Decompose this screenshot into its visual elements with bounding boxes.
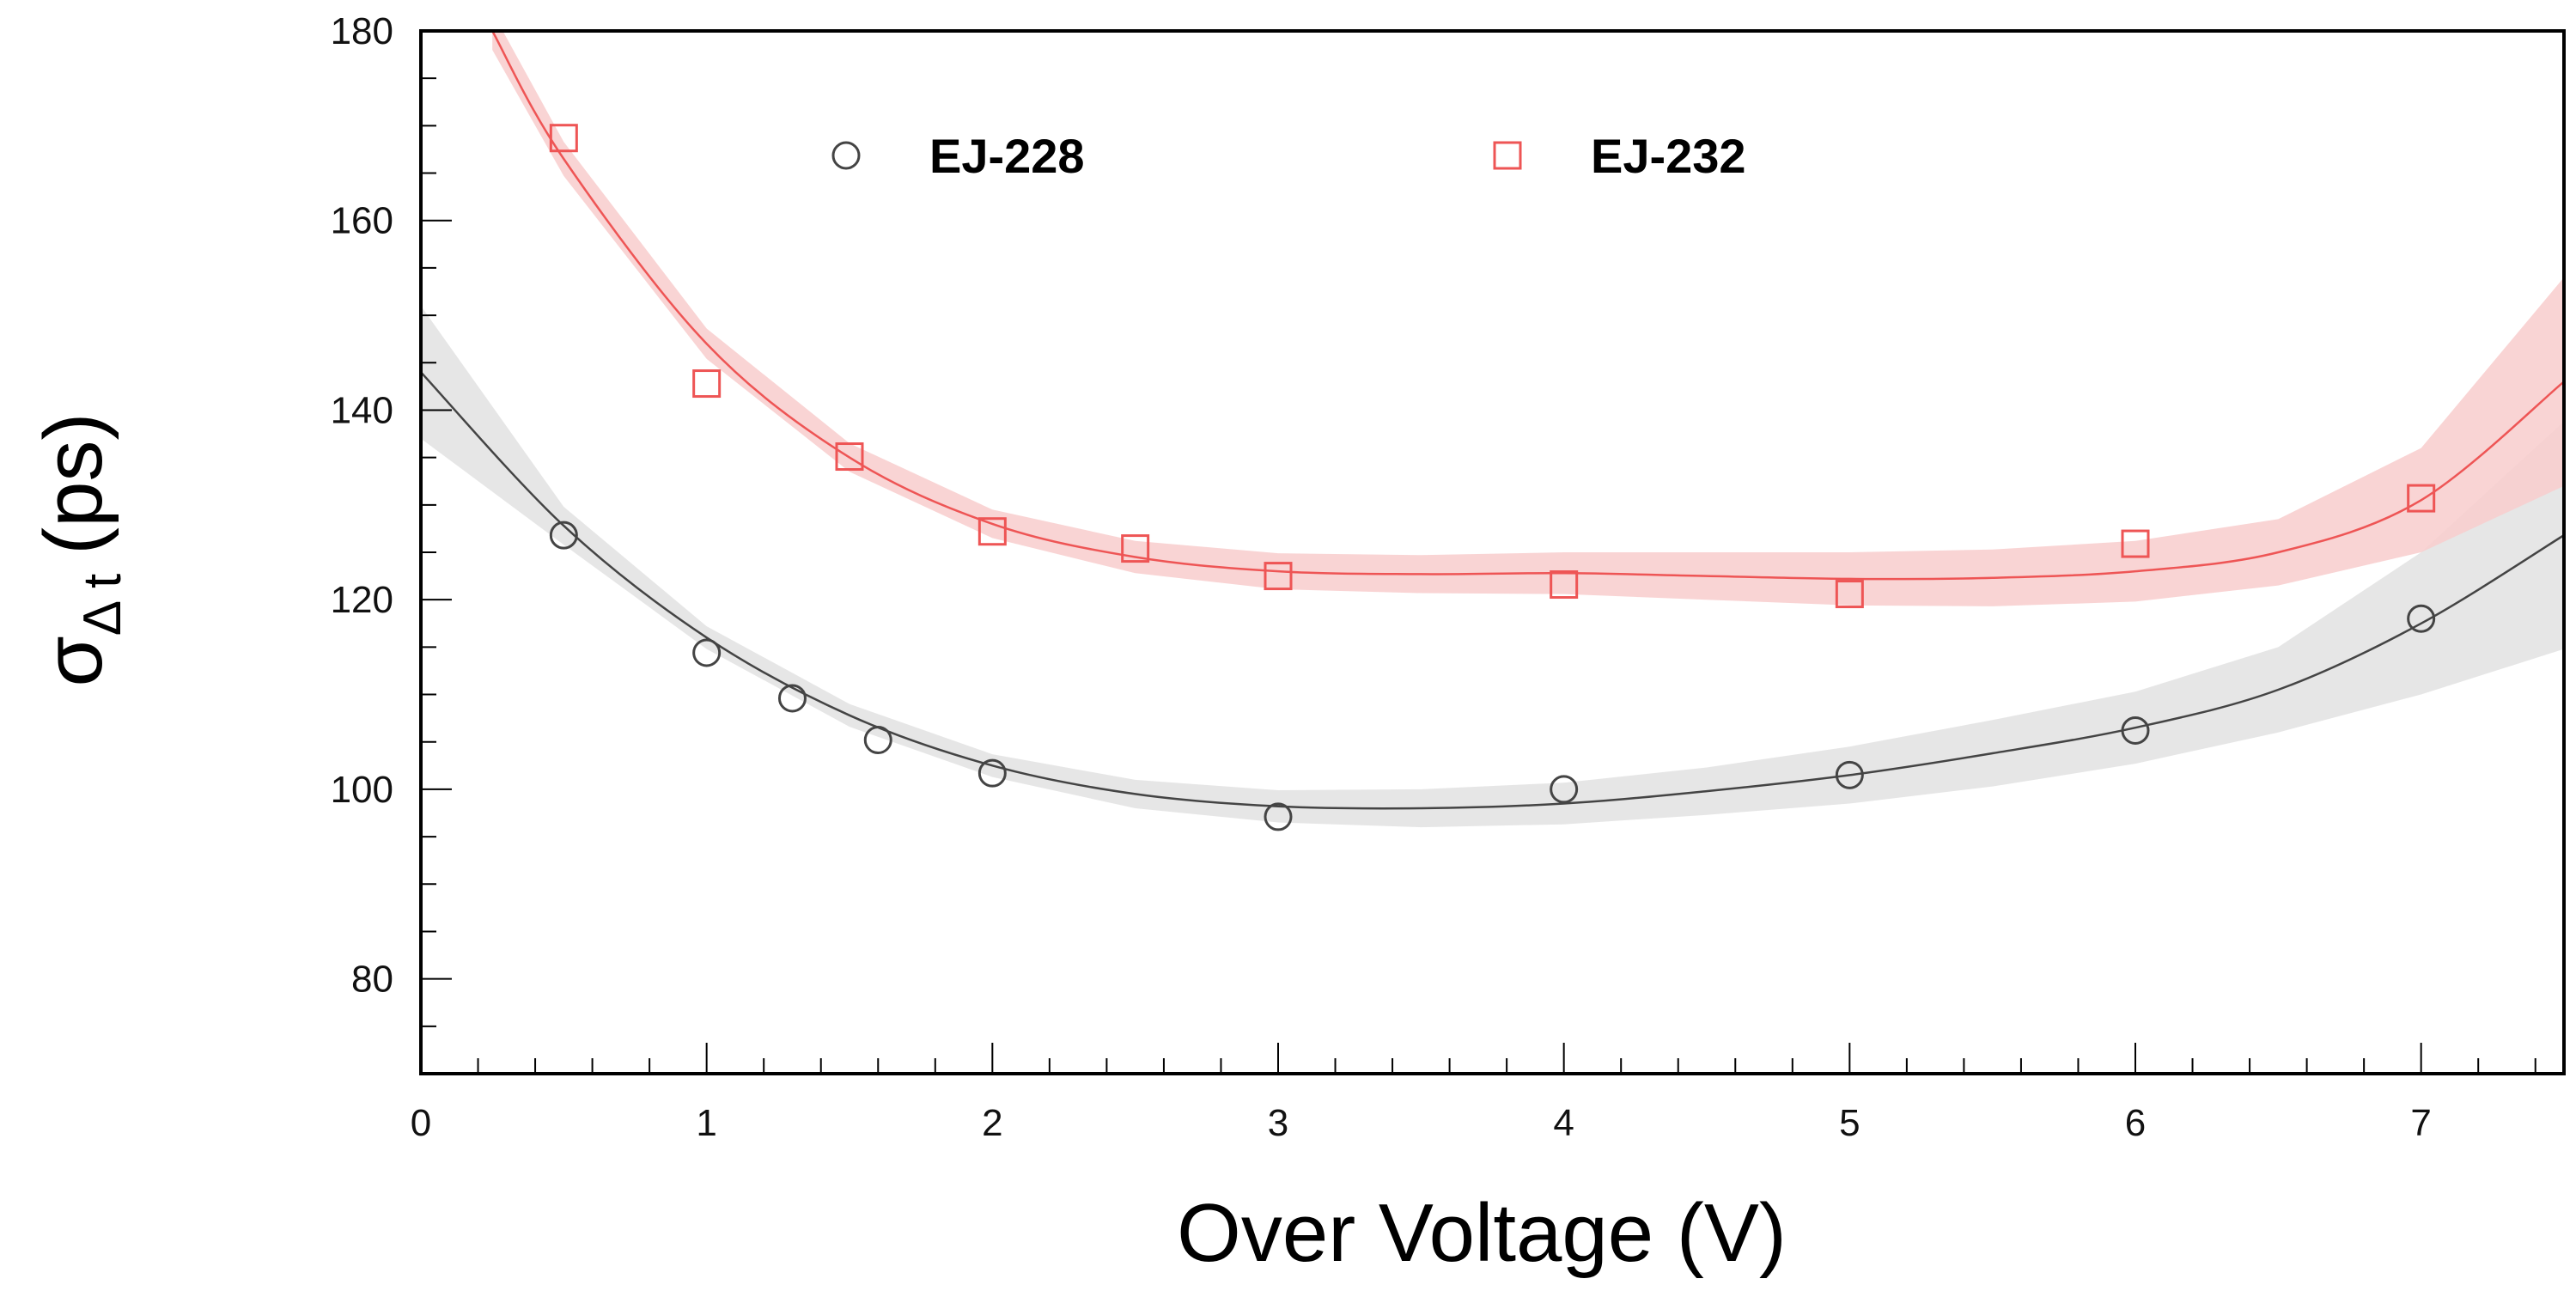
ej-232-point	[2121, 529, 2150, 558]
axes	[419, 29, 2566, 1075]
x-tick-label: 1	[696, 1102, 716, 1144]
x-tick-label: 3	[1268, 1102, 1288, 1144]
y-tick-label: 100	[331, 769, 393, 811]
ej-228-point	[863, 726, 892, 755]
ej-232-point	[2407, 484, 2436, 513]
ej-232-point	[835, 442, 864, 472]
y-tick-label: 80	[351, 959, 393, 1001]
ej-228-point	[977, 758, 1007, 788]
ej-228-point	[1264, 802, 1293, 831]
ej-232-point	[1550, 570, 1579, 600]
x-tick-label: 6	[2125, 1102, 2146, 1144]
ej-232-point	[549, 124, 578, 153]
ej-232-confidence-band	[492, 31, 2564, 606]
y-axis-title-unit: (ps)	[27, 412, 119, 554]
ej-228-point	[692, 638, 722, 667]
x-tick-label: 7	[2410, 1102, 2431, 1144]
ej-232-point	[1121, 534, 1150, 563]
ej-228-point	[777, 684, 807, 713]
tick-labels: 0 1 2 3 4 5 6 7 80 100 120 140 160 180	[331, 10, 2432, 1144]
ej-232-point	[692, 369, 722, 399]
ej-228-fit-curve	[421, 371, 2564, 810]
ej-228-legend-marker	[831, 141, 861, 170]
y-axis-title-symbol: σ	[27, 636, 119, 686]
ej-228-point	[1550, 775, 1579, 804]
ej-232-fit-curve	[491, 31, 2564, 581]
y-tick-label: 140	[331, 389, 393, 431]
x-tick-label: 5	[1839, 1102, 1860, 1144]
ej-232-legend-label: EJ-232	[1591, 129, 1746, 183]
ej-232-point	[1835, 580, 1864, 609]
x-tick-label: 2	[982, 1102, 1002, 1144]
ej-232-point	[1264, 562, 1293, 591]
y-axis-title-subscript: Δ t	[73, 574, 132, 636]
ej-228-point	[2121, 715, 2150, 745]
y-tick-label: 180	[331, 10, 393, 52]
confidence-bands	[421, 31, 2564, 828]
ej-228-legend-label: EJ-228	[929, 129, 1085, 183]
data-points	[549, 124, 2436, 831]
x-tick-label: 0	[411, 1102, 431, 1144]
x-axis-title: Over Voltage (V)	[1177, 1187, 1787, 1279]
y-axis-title: σΔ t (ps)	[27, 412, 132, 686]
ej-228-point	[549, 521, 578, 550]
legend: EJ-228 EJ-232	[831, 129, 1746, 183]
y-tick-label: 120	[331, 579, 393, 621]
y-tick-label: 160	[331, 200, 393, 242]
ej-232-legend-marker	[1493, 141, 1522, 170]
x-tick-label: 4	[1553, 1102, 1574, 1144]
fit-curves	[421, 31, 2564, 810]
ej-228-point	[2407, 604, 2436, 633]
ej-232-point	[977, 517, 1007, 546]
ej-228-point	[1835, 760, 1864, 789]
